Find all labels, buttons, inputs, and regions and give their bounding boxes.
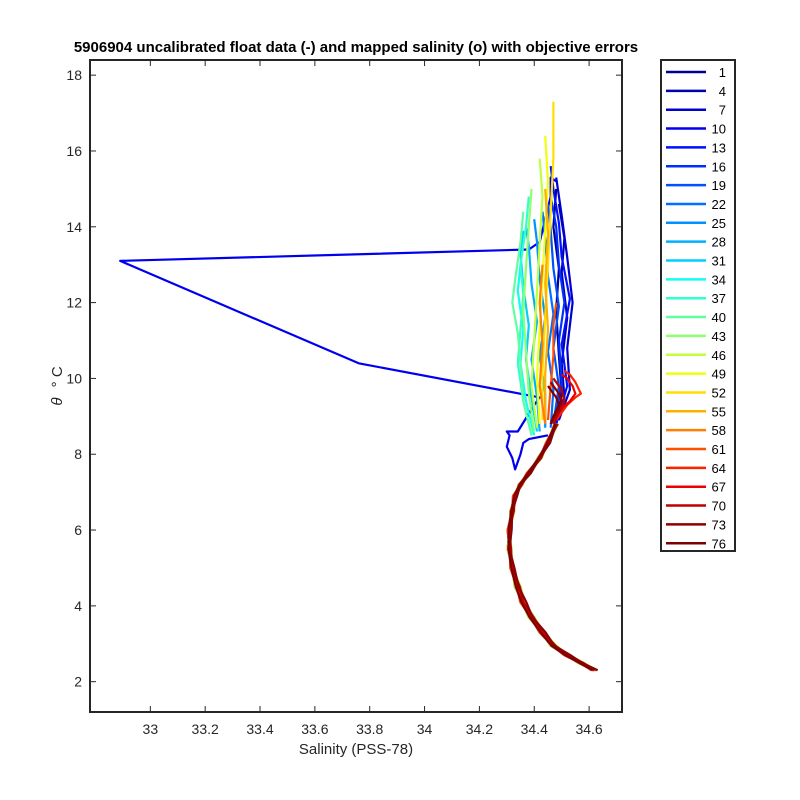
y-tick-label: 14 bbox=[66, 219, 82, 235]
series-76-upper bbox=[547, 385, 561, 425]
x-tick-label: 33 bbox=[143, 721, 159, 737]
series-layer bbox=[119, 101, 599, 672]
legend-label: 73 bbox=[712, 517, 726, 532]
series-46-upper bbox=[530, 158, 544, 428]
legend-label: 25 bbox=[712, 216, 726, 231]
series-73-deep bbox=[508, 423, 599, 672]
y-tick-label: 8 bbox=[74, 446, 82, 462]
y-axis-label: θ ° C bbox=[49, 366, 66, 405]
series-31-upper bbox=[519, 230, 539, 432]
series-52-upper bbox=[541, 101, 555, 421]
y-tick-label: 12 bbox=[66, 295, 82, 311]
legend-label: 76 bbox=[712, 536, 726, 551]
legend-label: 40 bbox=[712, 310, 726, 325]
x-tick-label: 33.6 bbox=[301, 721, 328, 737]
series-28-upper bbox=[524, 226, 541, 432]
x-tick-label: 34.4 bbox=[521, 721, 548, 737]
series-16-upper bbox=[549, 196, 566, 425]
legend-label: 1 bbox=[719, 65, 726, 80]
legend-label: 46 bbox=[712, 348, 726, 363]
y-tick-label: 16 bbox=[66, 143, 82, 159]
series-58-upper bbox=[538, 264, 547, 425]
series-55-upper bbox=[544, 188, 550, 421]
x-tick-label: 33.2 bbox=[192, 721, 219, 737]
legend-label: 16 bbox=[712, 159, 726, 174]
plot-frame bbox=[89, 59, 623, 713]
legend-label: 22 bbox=[712, 197, 726, 212]
y-axis-label-symbol: θ bbox=[49, 398, 66, 406]
series-76-deep bbox=[507, 423, 594, 672]
x-tick-label: 34 bbox=[417, 721, 433, 737]
legend-label: 28 bbox=[712, 235, 726, 250]
plot-background bbox=[90, 60, 622, 712]
legend-label: 7 bbox=[719, 103, 726, 118]
series-7-upper bbox=[555, 177, 574, 421]
legend-label: 34 bbox=[712, 272, 726, 287]
x-tick-label: 34.2 bbox=[466, 721, 493, 737]
series-34-upper bbox=[516, 264, 536, 436]
x-axis-label: Salinity (PSS-78) bbox=[299, 741, 413, 758]
series-10-upper bbox=[119, 176, 557, 471]
legend: 1 4 7 10 13 16 19 22 25 28 31 34 37 40 43 46 49 52 55 58 61 6… bbox=[660, 59, 736, 552]
series-49-upper bbox=[535, 135, 550, 424]
series-43-upper bbox=[522, 188, 536, 432]
y-tick-labels: 2 4 6 8 10 12 14 16 18 bbox=[66, 67, 82, 690]
legend-label: 4 bbox=[719, 84, 726, 99]
y-axis-label-unit: ° C bbox=[49, 366, 66, 387]
y-tick-label: 2 bbox=[74, 674, 82, 690]
legend-label: 10 bbox=[712, 122, 726, 137]
legend-label: 43 bbox=[712, 329, 726, 344]
svg-text:θ ° C: θ ° C bbox=[49, 366, 66, 405]
x-tick-labels: 33 33.2 33.4 33.6 33.8 34 34.2 34.4 34.6 bbox=[143, 721, 603, 737]
legend-label: 37 bbox=[712, 291, 726, 306]
legend-label: 58 bbox=[712, 423, 726, 438]
y-tick-label: 6 bbox=[74, 522, 82, 538]
legend-label: 19 bbox=[712, 178, 726, 193]
chart-title: 5906904 uncalibrated float data (-) and … bbox=[74, 39, 638, 56]
y-tick-label: 10 bbox=[66, 370, 82, 386]
y-tick-label: 18 bbox=[66, 67, 82, 83]
legend-label: 67 bbox=[712, 480, 726, 495]
series-40-upper bbox=[511, 211, 533, 436]
legend-label: 64 bbox=[712, 461, 726, 476]
legend-label: 49 bbox=[712, 367, 726, 382]
legend-label: 61 bbox=[712, 442, 726, 457]
series-76 bbox=[507, 385, 594, 672]
y-tick-label: 4 bbox=[74, 598, 82, 614]
legend-label: 31 bbox=[712, 254, 726, 269]
legend-label: 70 bbox=[712, 499, 726, 514]
plot-area bbox=[89, 59, 623, 713]
x-tick-label: 34.6 bbox=[575, 721, 602, 737]
x-tick-label: 33.4 bbox=[246, 721, 273, 737]
legend-label: 52 bbox=[712, 385, 726, 400]
x-tick-label: 33.8 bbox=[356, 721, 383, 737]
legend-label: 55 bbox=[712, 404, 726, 419]
legend-label: 13 bbox=[712, 140, 726, 155]
series-61-upper bbox=[546, 302, 558, 421]
legend-entries: 1 4 7 10 13 16 19 22 25 28 31 34 37 40 43 46 49 52 55 58 61 6… bbox=[666, 65, 726, 551]
legend-box bbox=[660, 59, 736, 552]
series-70-upper bbox=[552, 377, 566, 425]
